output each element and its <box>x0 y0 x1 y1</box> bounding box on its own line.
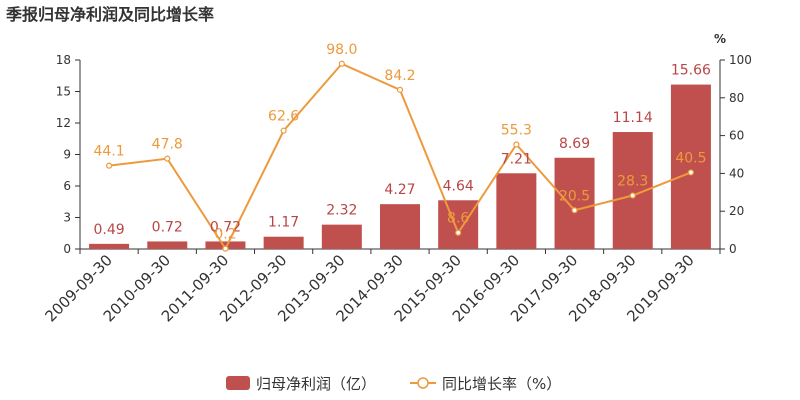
legend-bar-label: 归母净利润（亿） <box>256 375 376 393</box>
bar <box>670 84 711 249</box>
line-point <box>513 141 520 148</box>
bar-value-label: 4.27 <box>384 182 415 198</box>
line-value-label: 62.6 <box>268 109 299 125</box>
bar-value-label: 2.32 <box>326 203 357 219</box>
right-tick-label: 20 <box>729 204 744 218</box>
bar-value-label: 15.66 <box>671 63 711 79</box>
line-value-label: 55.3 <box>501 122 532 138</box>
bar-value-label: 7.21 <box>501 151 532 167</box>
bar-value-label: 1.17 <box>268 215 299 231</box>
bar-value-label: 8.69 <box>559 136 590 152</box>
left-tick-label: 6 <box>63 179 71 193</box>
line-point <box>571 207 578 214</box>
legend-bar-swatch <box>226 376 250 390</box>
line-point <box>629 192 636 199</box>
bar <box>380 204 420 249</box>
legend: 归母净利润（亿） 同比增长率（%） <box>226 375 561 393</box>
left-tick-label: 9 <box>63 148 71 162</box>
line-point <box>396 86 404 93</box>
bar-value-label: 0.49 <box>94 222 125 238</box>
line-value-label: 20.5 <box>559 188 590 204</box>
legend-line-marker <box>417 377 429 389</box>
bar <box>147 241 188 249</box>
left-tick-label: 12 <box>56 116 71 130</box>
bar-value-label: 11.14 <box>613 110 653 126</box>
right-tick-label: 0 <box>729 242 737 256</box>
bar <box>496 173 537 249</box>
bar-series <box>89 84 711 249</box>
line-value-label: 84.2 <box>384 68 415 84</box>
bar <box>554 157 595 249</box>
line-point <box>105 162 113 169</box>
line-point <box>280 127 287 134</box>
bar <box>205 241 246 249</box>
bar-value-label: 4.64 <box>443 178 474 194</box>
bar-value-label: 0.72 <box>210 219 241 235</box>
line-point <box>222 245 229 252</box>
line-value-label: 44.1 <box>94 144 125 160</box>
right-tick-label: 60 <box>729 129 744 143</box>
line-point <box>338 60 345 67</box>
line-value-label: 0.2 <box>214 227 236 243</box>
right-tick-label: 40 <box>729 166 744 180</box>
line-value-label: 47.8 <box>152 137 183 153</box>
bar <box>263 236 304 249</box>
line-point <box>455 229 462 236</box>
right-tick-label: 80 <box>729 91 744 105</box>
bar-value-label: 0.72 <box>152 219 183 235</box>
line-value-label: 40.5 <box>675 150 706 166</box>
line-value-label: 98.0 <box>326 42 357 58</box>
chart-title: 季报归母净利润及同比增长率 <box>5 5 214 24</box>
line-value-label: 28.3 <box>617 174 648 190</box>
line-series <box>105 60 695 252</box>
left-tick-label: 3 <box>63 211 71 225</box>
left-tick-label: 18 <box>56 53 71 67</box>
left-tick-label: 15 <box>56 85 71 99</box>
bar <box>321 224 362 249</box>
left-tick-label: 0 <box>63 242 71 256</box>
bar <box>438 200 479 249</box>
bar <box>89 243 130 249</box>
legend-line-label: 同比增长率（%） <box>442 375 561 393</box>
data-labels: 0.49 0.72 0.72 1.17 2.32 4.27 4.64 7.21 8.69 11.1… <box>94 42 712 243</box>
line-point <box>164 155 171 162</box>
line-point <box>687 169 695 176</box>
right-axis-unit: % <box>714 32 726 46</box>
line-value-label: 8.6 <box>447 211 469 227</box>
right-tick-label: 100 <box>729 53 752 67</box>
